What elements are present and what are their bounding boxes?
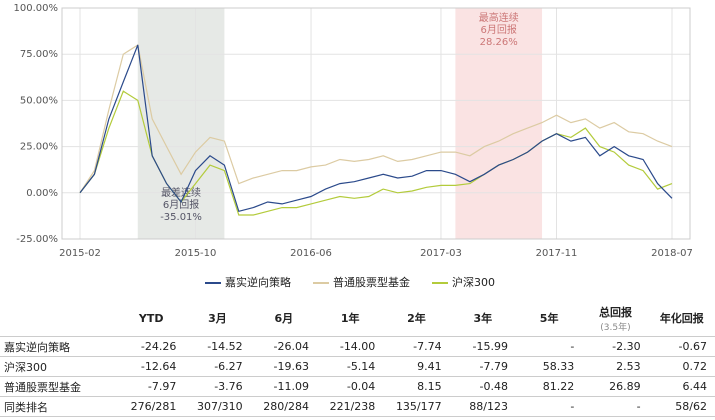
header-cell: 2年: [383, 300, 450, 337]
x-tick-label: 2017-11: [536, 248, 578, 259]
header-text: 3月: [208, 312, 227, 325]
table-row: 同类排名 276/281 307/310 280/284 221/238 135/177 8…: [0, 396, 715, 417]
header-cell: 总回报 (3.5年): [582, 300, 649, 337]
header-text: 总回报: [598, 305, 632, 319]
table-cell: 280/284: [250, 396, 317, 417]
table-cell: -0.48: [449, 376, 516, 397]
header-text: 年化回报: [659, 312, 704, 325]
row-label: 同类排名: [0, 396, 118, 417]
legend-label: 普通股票型基金: [333, 275, 410, 289]
table-cell: -24.26: [118, 336, 185, 357]
legend-label: 沪深300: [452, 275, 495, 289]
x-tick-label: 2016-06: [290, 248, 332, 259]
header-subtext: (3.5年): [600, 322, 631, 333]
table-cell: -14.52: [184, 336, 251, 357]
table-row: 沪深300 -12.64 -6.27 -19.63 -5.14 9.41 -7.79 58.3…: [0, 356, 715, 377]
table-cell: -26.04: [250, 336, 317, 357]
x-tick-label: 2015-02: [59, 248, 101, 259]
header-text: YTD: [138, 311, 164, 325]
table-cell: -: [515, 336, 583, 357]
table-cell: 81.22: [515, 376, 583, 397]
band-label: -35.01%: [160, 212, 202, 223]
header-cell: 5年: [515, 300, 583, 337]
table-cell: -: [582, 396, 649, 417]
band-label: 6月回报: [163, 198, 199, 211]
row-label: 普通股票型基金: [0, 376, 118, 397]
chart: -25.00% 0.00% 25.00% 50.00% 75.00% 100.00% 201…: [14, 3, 693, 289]
header-cell: 1年: [316, 300, 384, 337]
band-label: 6月回报: [481, 23, 517, 36]
y-tick-label: 75.00%: [20, 49, 58, 60]
table-cell: -15.99: [449, 336, 516, 357]
highlight-band: [455, 8, 543, 239]
header-text: 5年: [539, 312, 559, 325]
table-cell: 135/177: [383, 396, 450, 417]
x-tick-label: 2017-03: [420, 248, 462, 259]
y-tick-label: -25.00%: [16, 234, 58, 245]
header-cell: YTD: [118, 300, 185, 337]
header-text: 6月: [274, 312, 294, 325]
table-cell: 58/62: [648, 396, 715, 417]
table-cell: -12.64: [118, 356, 185, 377]
band-label: 最差连续: [161, 186, 201, 199]
returns-table: YTD 3月 6月 1年 2年 3年 5年 总回报 (3.5年) 年化回报 嘉实逆向策略 -24.2…: [0, 300, 715, 417]
table-cell: 0.72: [648, 356, 715, 377]
x-tick-label: 2018-07: [651, 248, 693, 259]
row-label: 沪深300: [0, 356, 118, 377]
table-cell: -3.76: [184, 376, 251, 397]
table-cell: 221/238: [316, 396, 384, 417]
table-cell: 276/281: [118, 396, 185, 417]
header-text: 3年: [473, 312, 493, 325]
header-cell: [0, 300, 118, 337]
series-line: [79, 44, 673, 213]
row-label: 嘉实逆向策略: [0, 336, 118, 357]
y-tick-label: 0.00%: [26, 188, 58, 199]
table-cell: -19.63: [250, 356, 317, 377]
table-cell: -: [515, 396, 583, 417]
series-line: [79, 44, 673, 194]
header-cell: 年化回报: [648, 300, 715, 337]
band-label: 最高连续: [479, 11, 519, 24]
table-cell: -0.67: [648, 336, 715, 357]
legend-label: 嘉实逆向策略: [225, 275, 291, 289]
header-text: 1年: [340, 312, 360, 325]
table-cell: -2.30: [582, 336, 649, 357]
table-row: 嘉实逆向策略 -24.26 -14.52 -26.04 -14.00 -7.74 -15.9…: [0, 336, 715, 357]
header-cell: 3年: [449, 300, 516, 337]
table-cell: -14.00: [316, 336, 384, 357]
table-cell: -5.14: [316, 356, 384, 377]
plot-border: [61, 7, 691, 240]
table-cell: -11.09: [250, 376, 317, 397]
table-cell: 88/123: [449, 396, 516, 417]
table-cell: -7.74: [383, 336, 450, 357]
table-cell: -7.97: [118, 376, 185, 397]
y-tick-label: 100.00%: [14, 3, 59, 14]
header-row: YTD 3月 6月 1年 2年 3年 5年 总回报 (3.5年) 年化回报: [0, 300, 715, 337]
header-cell: 6月: [250, 300, 317, 337]
table-cell: 26.89: [582, 376, 649, 397]
table-cell: 6.44: [648, 376, 715, 397]
table-row: 普通股票型基金 -7.97 -3.76 -11.09 -0.04 8.15 -0.48 81.…: [0, 376, 715, 397]
header-text: 2年: [407, 312, 426, 325]
table-cell: 9.41: [383, 356, 450, 377]
table-cell: -7.79: [449, 356, 516, 377]
table-cell: 2.53: [582, 356, 649, 377]
band-label: 28.26%: [480, 37, 518, 48]
y-tick-label: 25.00%: [20, 142, 58, 153]
y-tick-label: 50.00%: [20, 95, 58, 106]
table-cell: 307/310: [184, 396, 251, 417]
table-cell: 58.33: [515, 356, 583, 377]
header-cell: 3月: [184, 300, 251, 337]
x-tick-label: 2015-10: [175, 248, 217, 259]
table-cell: -0.04: [316, 376, 384, 397]
table-cell: -6.27: [184, 356, 251, 377]
table-cell: 8.15: [383, 376, 450, 397]
highlight-band: [137, 8, 225, 239]
